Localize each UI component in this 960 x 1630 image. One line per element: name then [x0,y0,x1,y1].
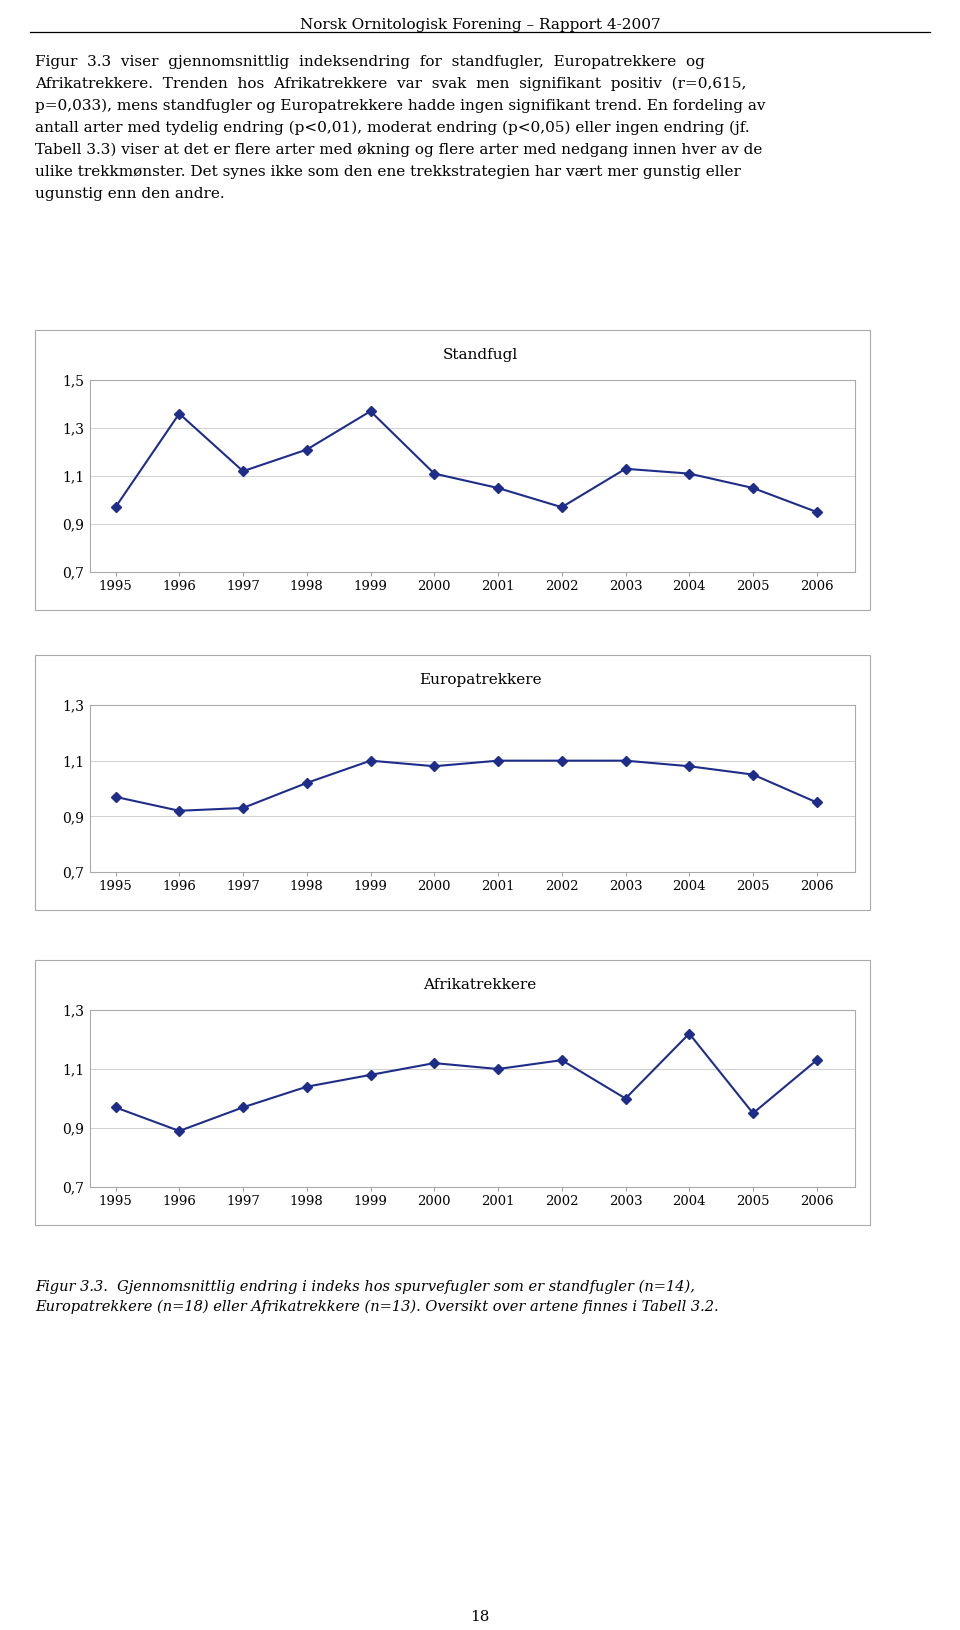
Text: Tabell 3.3) viser at det er flere arter med økning og flere arter med nedgang in: Tabell 3.3) viser at det er flere arter … [35,143,762,158]
Text: Afrikatrekkere.  Trenden  hos  Afrikatrekkere  var  svak  men  signifikant  posi: Afrikatrekkere. Trenden hos Afrikatrekke… [35,77,746,91]
Text: antall arter med tydelig endring (p<0,01), moderat endring (p<0,05) eller ingen : antall arter med tydelig endring (p<0,01… [35,121,750,135]
Text: p=0,033), mens standfugler og Europatrekkere hadde ingen signifikant trend. En f: p=0,033), mens standfugler og Europatrek… [35,99,765,114]
Text: Standfugl: Standfugl [443,347,517,362]
Text: 18: 18 [470,1610,490,1623]
Text: Europatrekkere (n=18) eller Afrikatrekkere (n=13). Oversikt over artene finnes i: Europatrekkere (n=18) eller Afrikatrekke… [35,1301,719,1314]
Text: Norsk Ornitologisk Forening – Rapport 4-2007: Norsk Ornitologisk Forening – Rapport 4-… [300,18,660,33]
Text: ugunstig enn den andre.: ugunstig enn den andre. [35,187,225,200]
Text: Figur 3.3.  Gjennomsnittlig endring i indeks hos spurvefugler som er standfugler: Figur 3.3. Gjennomsnittlig endring i ind… [35,1280,695,1294]
Text: Europatrekkere: Europatrekkere [419,673,541,686]
Text: ulike trekkmønster. Det synes ikke som den ene trekkstrategien har vært mer guns: ulike trekkmønster. Det synes ikke som d… [35,165,741,179]
Text: Afrikatrekkere: Afrikatrekkere [423,978,537,993]
Text: Figur  3.3  viser  gjennomsnittlig  indeksendring  for  standfugler,  Europatrek: Figur 3.3 viser gjennomsnittlig indeksen… [35,55,705,68]
